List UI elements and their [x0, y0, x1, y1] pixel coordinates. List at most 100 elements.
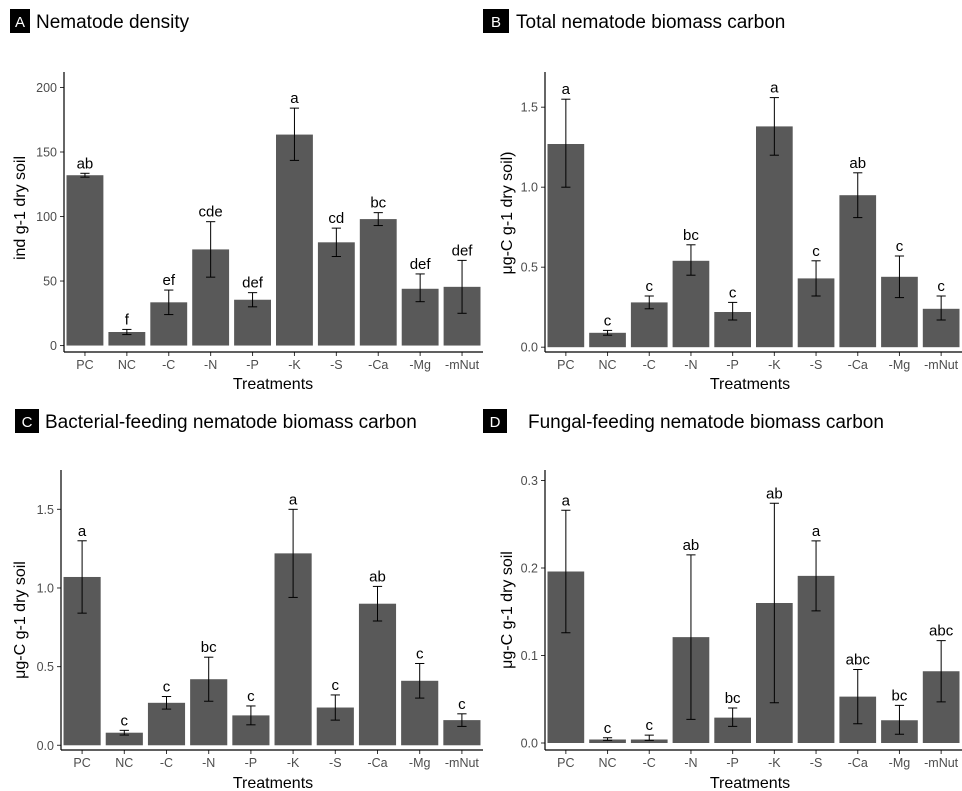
panel-a-bar [276, 134, 313, 346]
panel-b-bar [756, 126, 793, 348]
panel-c-x-tick-label: -N [202, 756, 215, 770]
panel-a-letter: A [15, 14, 25, 31]
panel-a-bar [66, 175, 104, 346]
panel-d-letter: D [490, 414, 501, 431]
panel-d-title: Fungal-feeding nematode biomass carbon [528, 412, 884, 433]
panel-c-y-tick-label: 1.5 [37, 503, 54, 517]
panel-d-x-tick-label: -C [643, 756, 656, 770]
panel-a-x-axis-title: Treatments [233, 376, 313, 393]
panel-c-x-tick-label: NC [115, 756, 133, 770]
panel-b-letter: B [491, 14, 501, 31]
panel-c-bar [358, 603, 397, 746]
panel-a-x-tick-label: -Ca [368, 358, 388, 372]
panel-a-y-tick-label: 0 [50, 339, 57, 353]
panel-b-significance-letter: c [729, 284, 737, 301]
panel-b-x-tick-label: -P [726, 358, 739, 372]
panel-a-y-tick-label: 50 [43, 275, 57, 289]
panel-b-significance-letter: c [896, 238, 904, 255]
panel-c-significance-letter: c [121, 712, 129, 729]
panel-c-x-tick-label: -Ca [367, 756, 387, 770]
panel-d-x-tick-label: -S [810, 756, 823, 770]
panel-a-significance-letter: def [452, 242, 474, 259]
panel-d-x-tick-label: NC [599, 756, 617, 770]
panel-c-significance-letter: bc [201, 639, 217, 656]
panel-b-x-tick-label: -Ca [848, 358, 868, 372]
panel-a-x-tick-label: -S [330, 358, 343, 372]
panel-c-letter-box [15, 409, 39, 433]
panel-d-significance-letter: bc [892, 687, 908, 704]
panel-b-x-axis-title: Treatments [710, 376, 790, 393]
panel-a-significance-letter: bc [370, 195, 386, 212]
panel-a-x-tick-label: -mNut [445, 358, 480, 372]
panel-b-significance-letter: ab [849, 155, 866, 172]
panel-a-bar [108, 332, 146, 346]
panel-c-x-tick-label: -P [245, 756, 258, 770]
panel-a: A Nematode density ind g-1 dry soil Trea… [10, 9, 483, 393]
panel-a-x-tick-label: -Mg [409, 358, 431, 372]
panel-b-x-tick-label: -K [768, 358, 781, 372]
panel-a-plot-area: 0 50 100 150 200 ab PC f NC ef -C cde -N def -P a -K cd -S… [36, 72, 483, 372]
panel-c-significance-letter: c [247, 688, 255, 705]
panel-c-significance-letter: c [163, 679, 171, 696]
panel-b-x-tick-label: -Mg [889, 358, 911, 372]
panel-c-x-tick-label: -S [329, 756, 342, 770]
panel-a-significance-letter: cd [328, 210, 344, 227]
panel-a-y-tick-label: 200 [36, 81, 57, 95]
panel-c-x-tick-label: -C [160, 756, 173, 770]
panel-b-significance-letter: bc [683, 227, 699, 244]
panel-d-x-axis-title: Treatments [710, 775, 790, 791]
panel-b-bar [839, 195, 877, 348]
panel-c-significance-letter: a [78, 523, 87, 540]
panel-b-bar [589, 332, 626, 348]
panel-d-significance-letter: ab [683, 537, 700, 554]
panel-c-y-tick-label: 0.5 [37, 660, 54, 674]
panel-d-significance-letter: bc [725, 690, 741, 707]
panel-a-x-tick-label: -K [288, 358, 301, 372]
panel-d-plot-area: 0.0 0.1 0.2 0.3 a PC c NC c -C ab -N bc -P ab -K a -S abc -… [521, 470, 962, 770]
panel-d-x-tick-label: -K [768, 756, 781, 770]
panel-b-significance-letter: c [604, 312, 612, 329]
panel-b-y-tick-label: 1.0 [521, 181, 538, 195]
panel-c-significance-letter: c [416, 645, 424, 662]
panel-c-significance-letter: a [289, 491, 298, 508]
panel-c-y-tick-label: 1.0 [37, 581, 54, 595]
panel-a-letter-box [10, 9, 30, 33]
panel-a-x-tick-label: PC [76, 358, 93, 372]
panel-d-bar [589, 739, 626, 743]
panel-b-x-tick-label: -S [810, 358, 823, 372]
panel-d-significance-letter: a [812, 523, 821, 540]
panel-c-plot-area: 0.0 0.5 1.0 1.5 a PC c NC c -C bc -N c -P a -K c -S ab -Ca c… [37, 470, 483, 770]
panel-d-x-tick-label: -P [726, 756, 739, 770]
panel-c-x-tick-label: -Mg [409, 756, 431, 770]
panel-a-significance-letter: def [410, 256, 432, 273]
panel-c: C Bacterial-feeding nematode biomass car… [12, 409, 483, 791]
panel-d-x-tick-label: -N [684, 756, 697, 770]
panel-b-significance-letter: a [770, 80, 779, 97]
panel-d: D Fungal-feeding nematode biomass carbon… [483, 409, 962, 791]
panel-a-bar [234, 299, 271, 346]
panel-a-bar [317, 242, 355, 346]
panel-c-x-tick-label: -mNut [445, 756, 480, 770]
panel-b-bar [630, 302, 668, 348]
panel-c-y-tick-label: 0.0 [37, 739, 54, 753]
panel-b-x-tick-label: -mNut [924, 358, 959, 372]
panel-c-y-axis-title: μg-C g-1 dry soil [12, 561, 29, 679]
panel-b-y-tick-label: 0.0 [521, 341, 538, 355]
panel-a-x-tick-label: -P [246, 358, 259, 372]
panel-c-bar [105, 732, 143, 746]
panel-b-x-tick-label: NC [599, 358, 617, 372]
panel-a-y-tick-label: 150 [36, 146, 57, 160]
panel-a-bar [359, 219, 397, 346]
panel-b-x-tick-label: -C [643, 358, 656, 372]
panel-d-y-tick-label: 0.2 [521, 562, 538, 576]
panel-b-plot-area: 0.0 0.5 1.0 1.5 a PC c NC c -C bc -N c -P a -K c -S ab -Ca c… [521, 72, 962, 372]
panel-d-significance-letter: c [604, 720, 612, 737]
panel-a-y-axis-title: ind g-1 dry soil [12, 156, 29, 260]
panel-d-significance-letter: abc [846, 652, 871, 669]
panel-b-y-axis-title: μg-C g-1 dry soil) [499, 151, 516, 274]
panel-d-letter-box [483, 409, 507, 433]
panel-a-x-tick-label: NC [118, 358, 136, 372]
panel-d-significance-letter: abc [929, 623, 954, 640]
panel-d-x-tick-label: -Ca [848, 756, 868, 770]
